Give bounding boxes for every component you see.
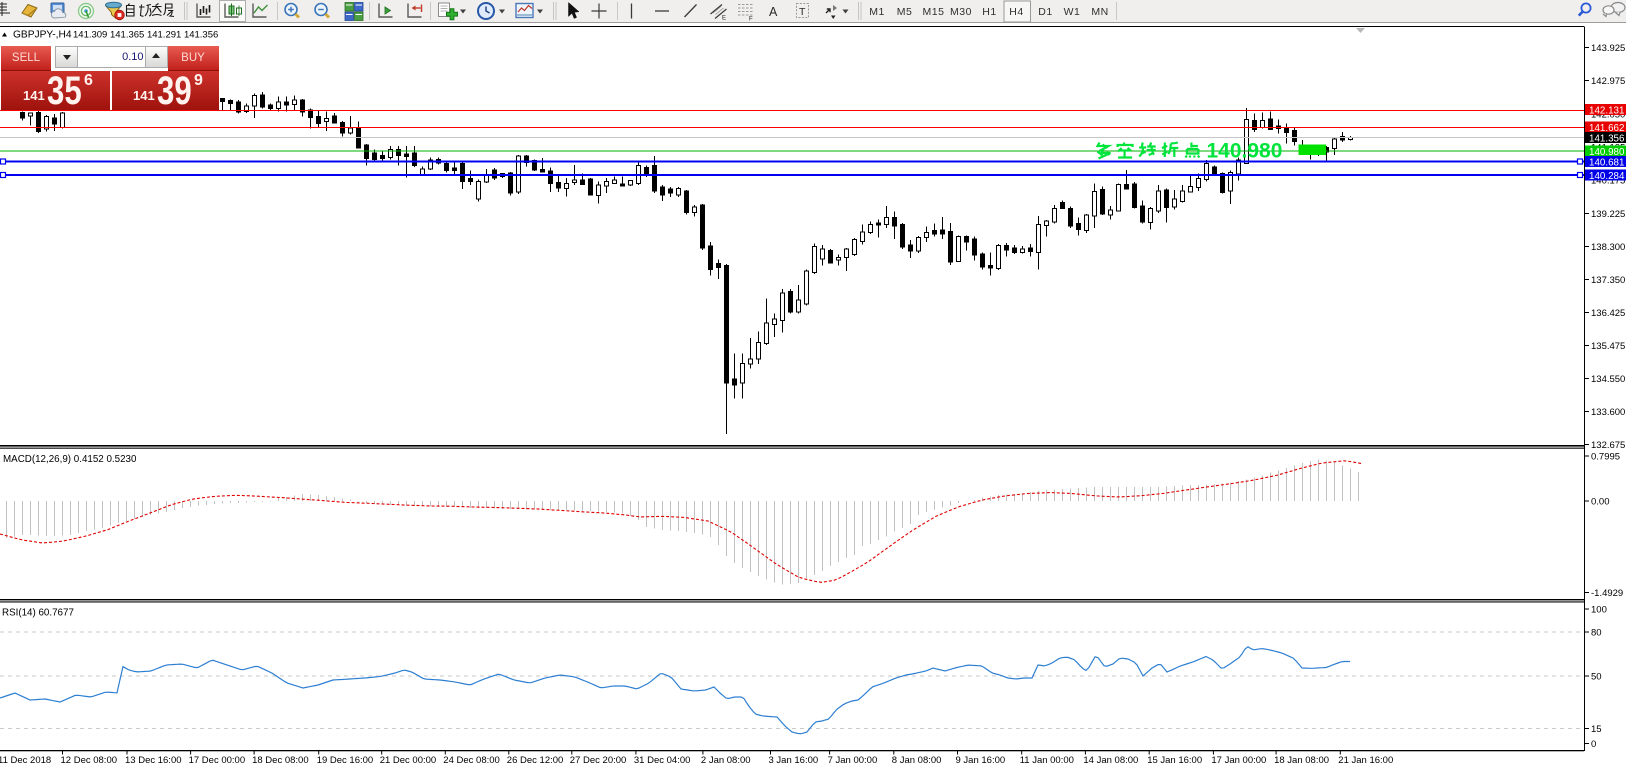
svg-text:143.925: 143.925 — [1591, 43, 1625, 54]
svg-text:MACD(12,26,9) 0.4152 0.5230: MACD(12,26,9) 0.4152 0.5230 — [3, 454, 137, 465]
svg-text:M15: M15 — [923, 6, 945, 18]
svg-text:140.980: 140.980 — [1207, 140, 1283, 163]
svg-text:14 Jan 08:00: 14 Jan 08:00 — [1083, 755, 1138, 766]
svg-text:142.131: 142.131 — [1589, 105, 1624, 116]
svg-text:0.7995: 0.7995 — [1591, 452, 1620, 463]
svg-text:MN: MN — [1091, 6, 1108, 18]
svg-text:141.309 141.365 141.291 141.35: 141.309 141.365 141.291 141.356 — [73, 30, 218, 41]
svg-text:3 Jan 16:00: 3 Jan 16:00 — [769, 755, 819, 766]
svg-text:138.300: 138.300 — [1591, 242, 1625, 253]
svg-text:132.675: 132.675 — [1591, 440, 1625, 451]
svg-text:137.350: 137.350 — [1591, 275, 1625, 286]
svg-text:133.600: 133.600 — [1591, 407, 1625, 418]
svg-text:D1: D1 — [1038, 6, 1052, 18]
svg-text:13 Dec 16:00: 13 Dec 16:00 — [125, 755, 182, 766]
svg-text:7 Jan 00:00: 7 Jan 00:00 — [828, 755, 878, 766]
svg-text:140.980: 140.980 — [1589, 147, 1625, 158]
svg-text:0.00: 0.00 — [1591, 497, 1610, 508]
svg-text:8 Jan 08:00: 8 Jan 08:00 — [892, 755, 942, 766]
svg-text:141.356: 141.356 — [1589, 133, 1625, 144]
svg-text:141.662: 141.662 — [1589, 123, 1624, 134]
svg-text:9 Jan 16:00: 9 Jan 16:00 — [956, 755, 1006, 766]
svg-text:A: A — [769, 5, 778, 19]
svg-text:31 Dec 04:00: 31 Dec 04:00 — [634, 755, 691, 766]
svg-text:136.425: 136.425 — [1591, 308, 1625, 319]
svg-text:100: 100 — [1591, 605, 1607, 616]
svg-text:M30: M30 — [950, 6, 972, 18]
svg-text:17 Dec 00:00: 17 Dec 00:00 — [189, 755, 246, 766]
svg-text:2 Jan 08:00: 2 Jan 08:00 — [701, 755, 751, 766]
svg-text:140.175: 140.175 — [1591, 176, 1625, 187]
svg-text:19 Dec 16:00: 19 Dec 16:00 — [317, 755, 374, 766]
svg-text:134.550: 134.550 — [1591, 374, 1625, 385]
svg-text:H4: H4 — [1009, 6, 1023, 18]
svg-text:15: 15 — [1591, 724, 1602, 735]
svg-text:11 Dec 2018: 11 Dec 2018 — [0, 755, 51, 766]
svg-text:15 Jan 16:00: 15 Jan 16:00 — [1147, 755, 1202, 766]
svg-text:139.225: 139.225 — [1591, 209, 1625, 220]
svg-text:140.284: 140.284 — [1589, 171, 1625, 182]
svg-text:17 Jan 00:00: 17 Jan 00:00 — [1211, 755, 1266, 766]
svg-text:M5: M5 — [897, 6, 913, 18]
svg-text:24 Dec 08:00: 24 Dec 08:00 — [443, 755, 500, 766]
svg-text:142.975: 142.975 — [1591, 76, 1625, 87]
svg-text:80: 80 — [1591, 628, 1602, 639]
svg-text:21 Jan 16:00: 21 Jan 16:00 — [1338, 755, 1393, 766]
svg-text:E: E — [722, 16, 726, 22]
svg-text:11 Jan 00:00: 11 Jan 00:00 — [1020, 755, 1074, 766]
svg-text:T: T — [799, 6, 806, 18]
svg-text:0: 0 — [1591, 739, 1596, 750]
svg-text:140.681: 140.681 — [1589, 157, 1624, 168]
svg-text:50: 50 — [1591, 672, 1602, 683]
svg-text:21 Dec 00:00: 21 Dec 00:00 — [380, 755, 437, 766]
svg-text:135.475: 135.475 — [1591, 341, 1625, 352]
svg-text:18 Jan 08:00: 18 Jan 08:00 — [1274, 755, 1329, 766]
svg-text:12 Dec 08:00: 12 Dec 08:00 — [61, 755, 118, 766]
svg-text:M1: M1 — [869, 6, 885, 18]
svg-text:H1: H1 — [982, 6, 996, 18]
svg-text:RSI(14) 60.7677: RSI(14) 60.7677 — [2, 608, 74, 619]
svg-text:26 Dec 12:00: 26 Dec 12:00 — [507, 755, 564, 766]
svg-text:GBPJPY-,H4: GBPJPY-,H4 — [13, 30, 72, 41]
svg-text:18 Dec 08:00: 18 Dec 08:00 — [252, 755, 309, 766]
svg-text:27 Dec 20:00: 27 Dec 20:00 — [570, 755, 627, 766]
svg-text:-1.4929: -1.4929 — [1591, 588, 1623, 599]
svg-text:W1: W1 — [1064, 6, 1081, 18]
svg-text:F: F — [749, 17, 753, 23]
